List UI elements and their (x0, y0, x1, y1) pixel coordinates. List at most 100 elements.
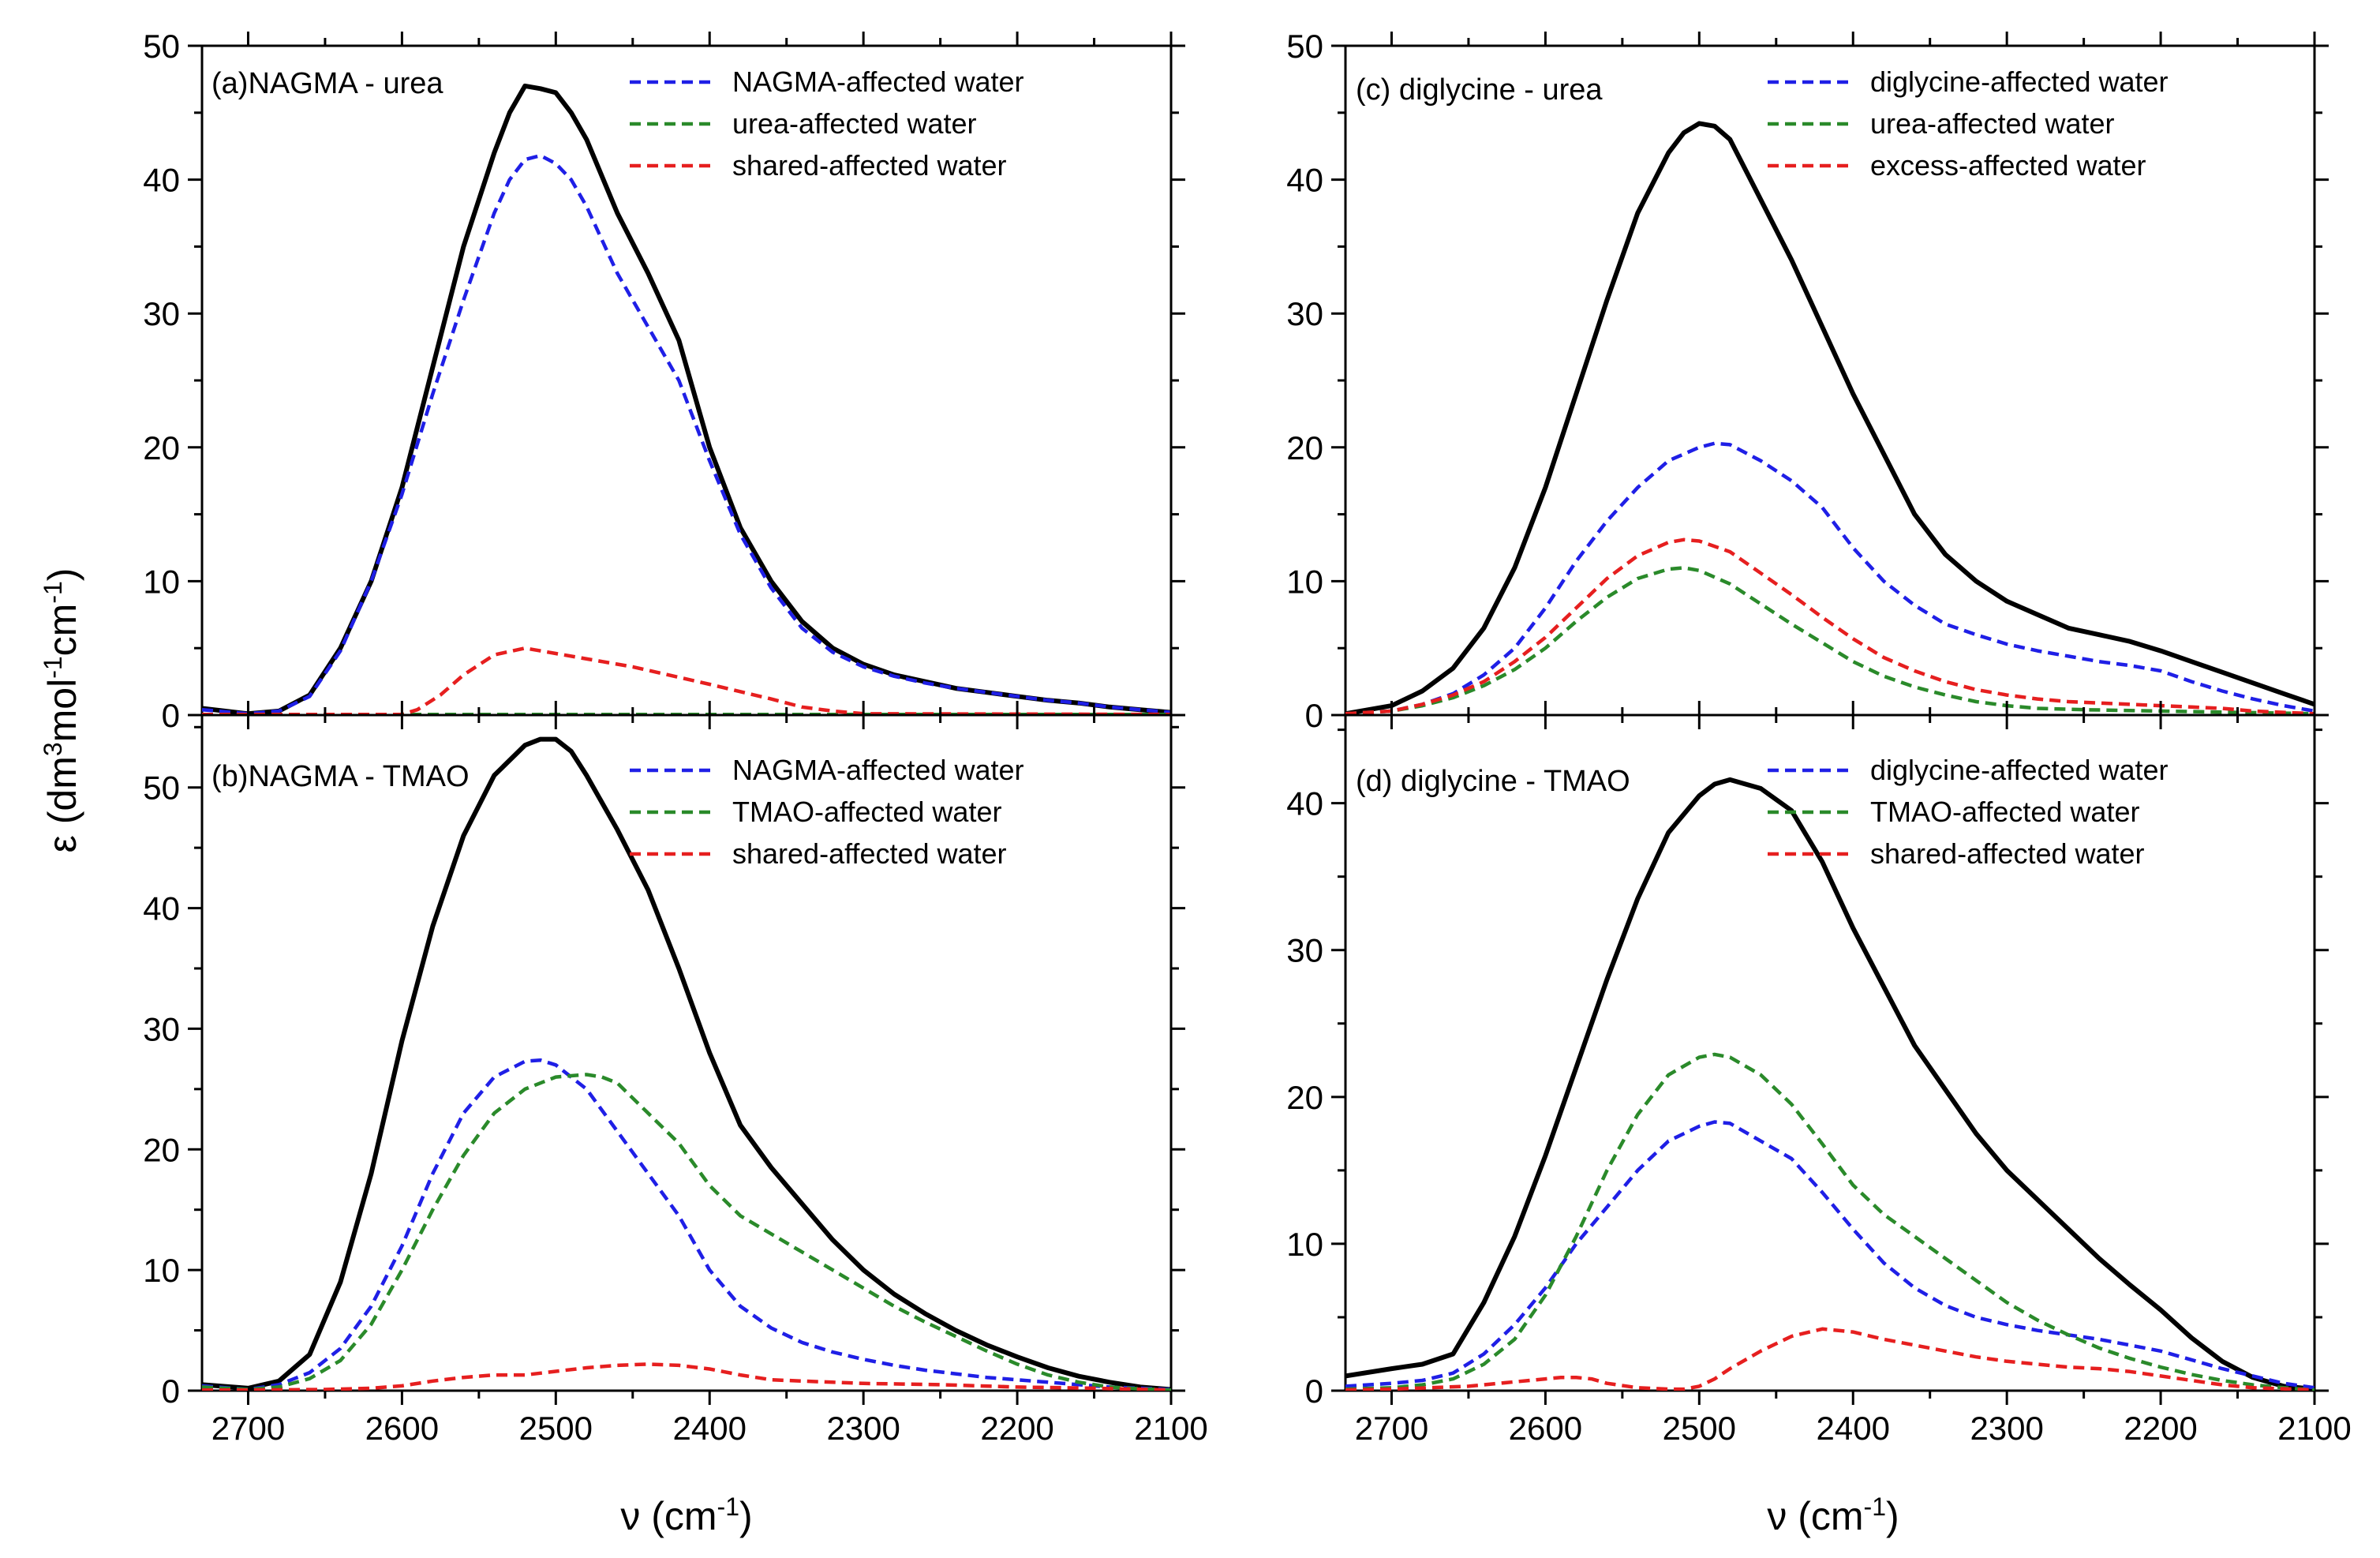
y-tick-label: 30 (143, 295, 180, 332)
legend-entry: urea-affected water (630, 107, 977, 140)
y-tick-label: 20 (143, 429, 180, 466)
y-tick-label: 20 (1286, 1079, 1323, 1116)
legend-entry: shared-affected water (1768, 837, 2145, 870)
series-line-shared-affected-water (202, 646, 1171, 715)
y-axis-title: ε (dm3mol-1cm-1) (39, 568, 84, 853)
y-title-part: mol (40, 679, 84, 743)
series-line-shared-affected-water (1345, 1327, 2315, 1391)
legend-label: diglycine-affected water (1870, 754, 2169, 786)
y-tick-label: 50 (143, 28, 180, 65)
legend-entry: NAGMA-affected water (630, 754, 1023, 786)
y-tick-label: 0 (1305, 697, 1323, 734)
y-tick-label: 40 (1286, 785, 1323, 822)
x-tick-label: 2500 (519, 1410, 593, 1447)
legend-entry: TMAO-affected water (630, 796, 1001, 828)
y-tick-label: 10 (1286, 563, 1323, 600)
x-tick-label: 2400 (1817, 1410, 1890, 1447)
y-tick-label: 0 (162, 697, 180, 734)
legend-label: NAGMA-affected water (732, 754, 1023, 786)
legend-entry: shared-affected water (630, 837, 1007, 870)
y-tick-label: 40 (143, 162, 180, 199)
series-line-diglycine-affected-water (1345, 441, 2315, 715)
y-title-symbol: ε (40, 824, 84, 852)
x-axis-title-left: ν (cm-1) (620, 1492, 752, 1538)
legend-entry: urea-affected water (1768, 107, 2115, 140)
x-tick-label: 2600 (365, 1410, 439, 1447)
series-line-total (1345, 777, 2315, 1391)
y-tick-label: 20 (1286, 429, 1323, 466)
x-tick-label: 2500 (1663, 1410, 1736, 1447)
y-tick-label: 30 (143, 1010, 180, 1047)
panel-c: 0 10 20 30 40 50 (c) diglycine - urea diglycine… (1286, 28, 2329, 734)
x-tick-label: 2300 (1970, 1410, 2043, 1447)
y-tick-label: 30 (1286, 295, 1323, 332)
y-tick-label: 30 (1286, 932, 1323, 969)
panel-title: (c) diglycine - urea (1356, 73, 1603, 107)
legend-label: urea-affected water (1870, 107, 2115, 140)
x-axis-title-right: ν (cm-1) (1767, 1492, 1899, 1538)
y-title-part: -1 (39, 581, 67, 603)
series-line-shared-affected-water (202, 1362, 1171, 1391)
series-line-total (202, 736, 1171, 1391)
series-line-tmao-affected-water (1345, 1052, 2315, 1391)
series-line-excess-affected-water (1345, 537, 2315, 715)
x-title-part: ν (cm (1767, 1494, 1863, 1538)
legend-label: shared-affected water (1870, 837, 2145, 870)
series-line-diglycine-affected-water (1345, 1120, 2315, 1390)
panel-title: (d) diglycine - TMAO (1356, 765, 1630, 798)
x-title-part: -1 (1864, 1492, 1886, 1521)
y-tick-label: 50 (143, 770, 180, 807)
y-tick-label: 0 (162, 1373, 180, 1410)
panel-b: 0 10 20 30 40 50 2700 2600 2500 2400 2300 2200 2100 (… (143, 701, 1208, 1447)
legend-entry: excess-affected water (1768, 149, 2146, 182)
legend-entry: diglycine-affected water (1768, 66, 2169, 98)
y-tick-label: 0 (1305, 1373, 1323, 1410)
y-title-part: ) (40, 568, 84, 582)
legend-label: excess-affected water (1870, 149, 2146, 182)
y-title-part: cm (40, 604, 84, 657)
y-tick-label: 20 (143, 1131, 180, 1168)
series-line-nagma-affected-water (202, 153, 1171, 715)
x-title-part: -1 (717, 1492, 739, 1521)
y-tick-label: 10 (143, 1252, 180, 1289)
legend-label: NAGMA-affected water (732, 66, 1023, 98)
series-line-nagma-affected-water (202, 1058, 1171, 1391)
x-tick-label: 2100 (2277, 1410, 2351, 1447)
plot-layer: 0 10 20 30 40 50 (a)NAGMA - urea NAGMA-affected… (143, 28, 2351, 1447)
series-group (1345, 777, 2315, 1391)
x-tick-label: 2700 (211, 1410, 285, 1447)
legend-entry: NAGMA-affected water (630, 66, 1023, 98)
x-title-part: ) (1886, 1494, 1899, 1538)
x-tick-label: 2700 (1355, 1410, 1428, 1447)
axis-titles: ε (dm3mol-1cm-1) ν (cm-1) ν (cm-1) (39, 568, 1899, 1538)
y-title-part: 3 (39, 742, 67, 756)
series-line-tmao-affected-water (202, 1073, 1171, 1391)
panel-frame-b (200, 713, 1173, 1392)
series-group (202, 83, 1171, 715)
legend-label: urea-affected water (732, 107, 977, 140)
series-line-total (1345, 121, 2315, 715)
x-tick-label: 2200 (2124, 1410, 2197, 1447)
panel-title: (b)NAGMA - TMAO (211, 760, 470, 793)
y-tick-label: 40 (1286, 162, 1323, 199)
series-group (202, 736, 1171, 1391)
legend-label: shared-affected water (732, 149, 1007, 182)
legend-entry: TMAO-affected water (1768, 796, 2139, 828)
y-tick-label: 10 (143, 563, 180, 600)
panel-d: 0 10 20 30 40 2700 2600 2500 2400 2300 2200 2100 (d)… (1286, 701, 2352, 1447)
legend-entry: shared-affected water (630, 149, 1007, 182)
x-tick-label: 2100 (1134, 1410, 1207, 1447)
legend-label: TMAO-affected water (1870, 796, 2139, 828)
series-line-urea-affected-water (1345, 566, 2315, 715)
panel-frame-a (200, 44, 1173, 717)
x-title-part: ) (739, 1494, 753, 1538)
legend-entry: diglycine-affected water (1768, 754, 2169, 786)
x-title-part: ν (cm (620, 1494, 717, 1538)
panel-a: 0 10 20 30 40 50 (a)NAGMA - urea NAGMA-affected… (143, 28, 1185, 734)
x-tick-label: 2300 (826, 1410, 900, 1447)
series-group (1345, 121, 2315, 715)
x-tick-label: 2400 (673, 1410, 747, 1447)
y-title-part: -1 (39, 656, 67, 678)
legend-label: diglycine-affected water (1870, 66, 2169, 98)
